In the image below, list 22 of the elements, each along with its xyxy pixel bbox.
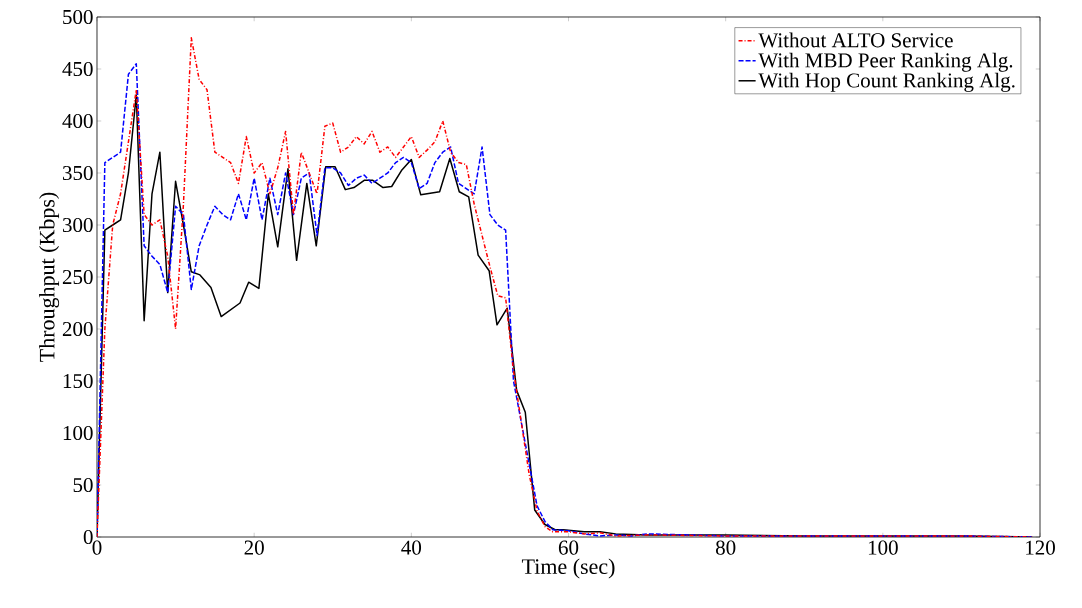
y-tick-label: 500 bbox=[63, 9, 93, 25]
y-tick-label: 250 bbox=[62, 269, 93, 285]
legend-label: With Hop Count Ranking Alg. bbox=[758, 72, 1015, 92]
y-tick-label: 200 bbox=[62, 321, 93, 337]
y-tick-label: 300 bbox=[62, 217, 93, 233]
y-axis-title: Throughput (Kbps) bbox=[39, 192, 60, 362]
y-tick-label: 150 bbox=[63, 373, 93, 389]
x-tick-label: 120 bbox=[1026, 540, 1055, 555]
legend-label: Without ALTO Service bbox=[758, 32, 953, 48]
x-tick-label: 60 bbox=[558, 540, 579, 555]
y-tick-label: 0 bbox=[83, 529, 93, 545]
y-tick-label: 450 bbox=[62, 61, 93, 77]
x-tick-label: 20 bbox=[244, 540, 264, 555]
y-tick-label: 350 bbox=[62, 165, 93, 181]
y-tick-label: 400 bbox=[62, 113, 93, 129]
legend-label: With MBD Peer Ranking Alg. bbox=[758, 52, 1013, 72]
x-tick-label: 40 bbox=[401, 540, 422, 555]
y-tick-label: 100 bbox=[63, 425, 93, 441]
y-tick-label: 50 bbox=[73, 477, 93, 493]
x-axis-title: Time (sec) bbox=[521, 558, 615, 579]
x-tick-label: 100 bbox=[868, 540, 898, 555]
x-tick-label: 80 bbox=[715, 540, 736, 555]
